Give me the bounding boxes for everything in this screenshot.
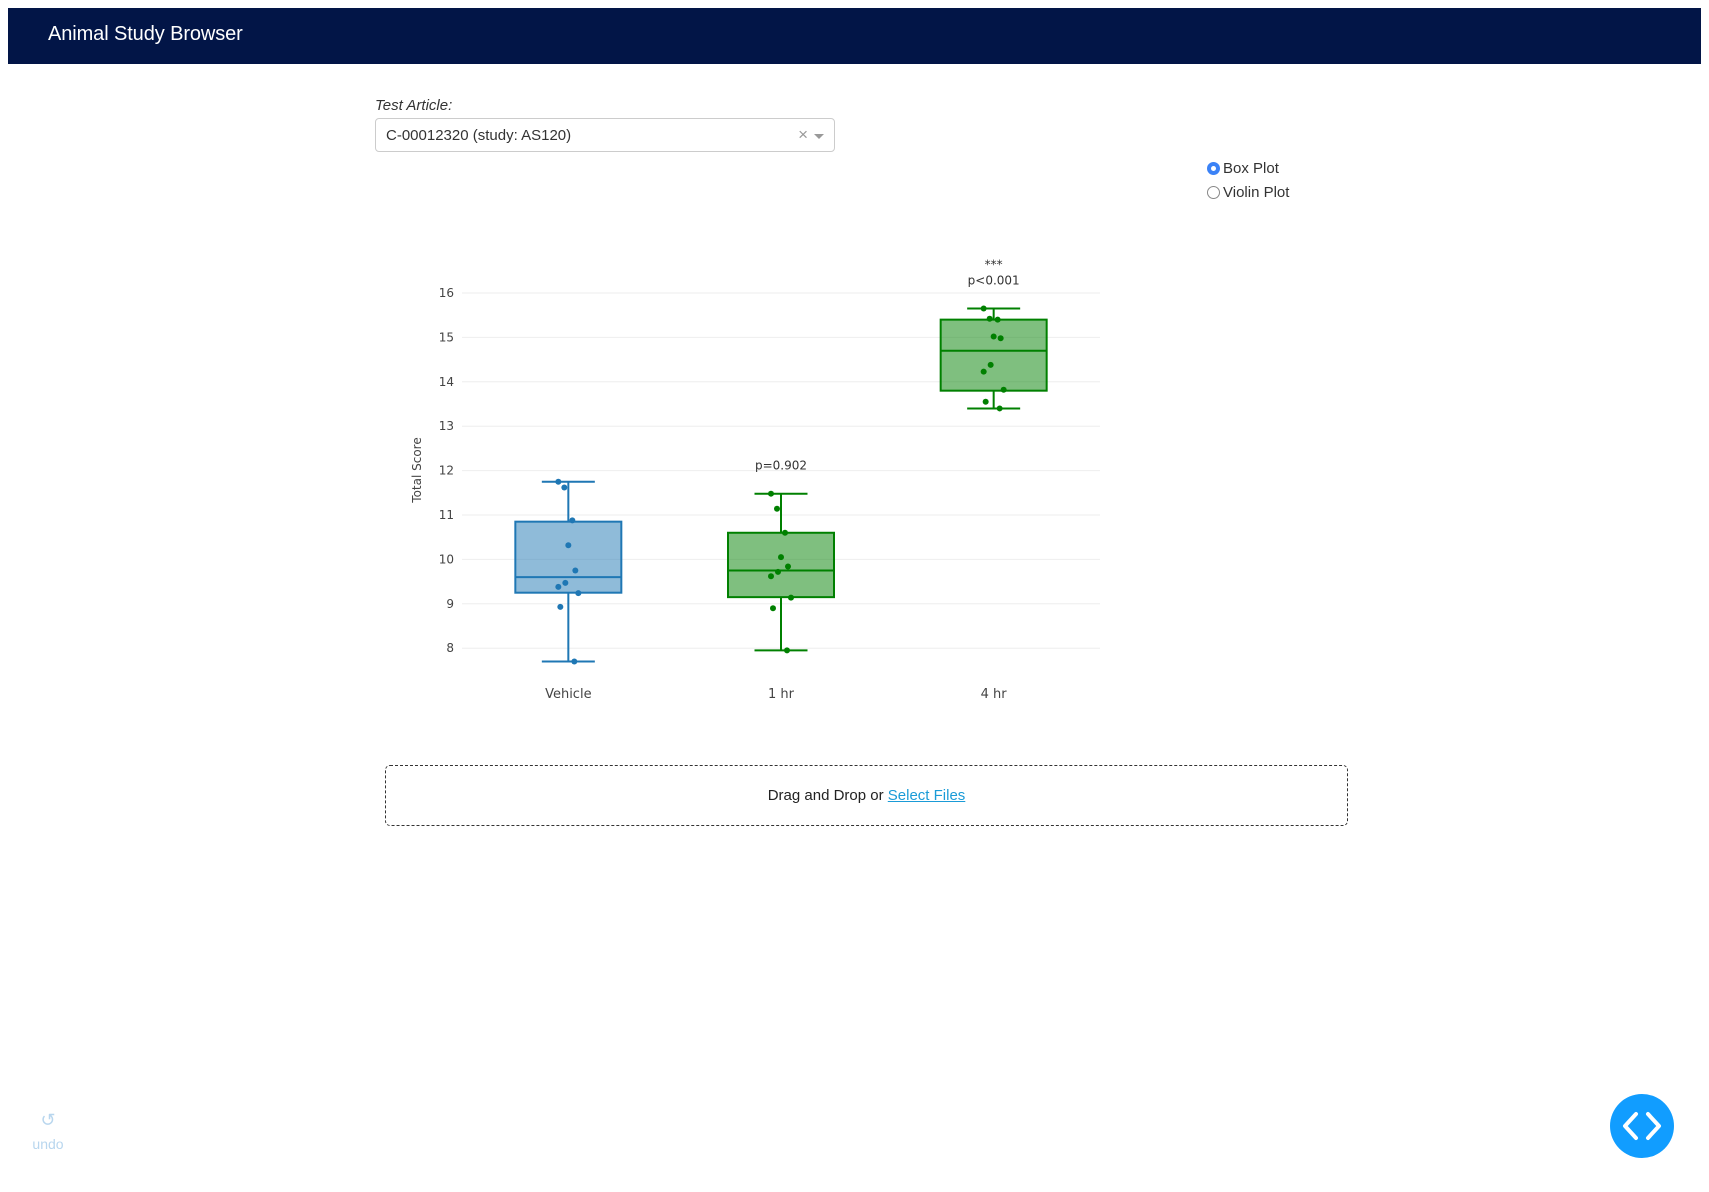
app-title: Animal Study Browser [48,23,243,45]
chevron-down-icon[interactable] [814,134,824,139]
y-tick-label: 16 [439,286,454,300]
data-point [784,647,790,654]
radio-label-box-plot: Box Plot [1223,159,1279,177]
data-point [782,529,788,536]
radio-option-violin-plot[interactable]: Violin Plot [1207,180,1289,204]
data-point [572,567,579,574]
data-point [555,583,562,590]
test-article-label: Test Article: [375,97,453,114]
data-point [980,305,987,312]
data-point [994,316,1001,323]
undo-icon: ↺ [40,1110,56,1130]
significance-annotation: p=0.902 [755,459,807,473]
data-point [986,315,993,322]
data-point [997,335,1004,342]
x-tick-label: Vehicle [545,687,592,700]
radio-button-violin-plot[interactable] [1207,185,1220,199]
y-tick-label: 13 [439,419,454,433]
y-axis-title: Total Score [410,437,424,503]
significance-annotation: *** [985,258,1003,272]
y-tick-label: 15 [439,330,454,344]
data-point [571,658,578,665]
radio-label-violin-plot: Violin Plot [1223,183,1290,201]
radio-option-box-plot[interactable]: Box Plot [1207,156,1289,180]
undo-label: undo [32,1136,64,1152]
box-iqr [514,520,623,594]
data-point [996,405,1003,412]
data-point [557,603,564,610]
box-iqr [727,531,835,599]
y-tick-label: 12 [439,464,454,478]
data-point [774,505,780,512]
plot-type-radio-group: Box Plot Violin Plot [1207,156,1289,204]
data-point [990,333,997,340]
data-point [575,590,582,597]
y-tick-label: 14 [439,375,454,389]
data-point [987,361,994,368]
data-point [565,542,572,549]
significance-annotation: p<0.001 [968,274,1020,288]
data-point [569,517,576,524]
data-point [788,594,794,601]
data-point [562,579,569,586]
data-point [778,554,784,561]
data-point [775,568,781,575]
data-point [768,490,774,497]
test-article-selected-value: C-00012320 (study: AS120) [386,127,572,144]
data-point [770,605,776,612]
debug-menu-button[interactable] [1610,1094,1674,1158]
file-upload-dropzone[interactable]: Drag and Drop or Select Files [385,765,1348,826]
radio-button-box-plot[interactable] [1207,161,1220,175]
box-plot-chart[interactable]: 8 9 10 11 12 13 14 15 16 Total Score Vehicle 1 hr 4 … [400,240,1120,700]
data-point [1000,386,1007,393]
data-point [785,563,791,570]
app-header: Animal Study Browser [8,8,1701,64]
y-tick-label: 11 [439,508,454,522]
y-tick-label: 8 [446,641,454,655]
code-brackets-icon [1623,1112,1661,1140]
test-article-dropdown[interactable]: C-00012320 (study: AS120) × [375,118,835,152]
data-point [555,478,562,485]
x-tick-label: 4 hr [981,687,1008,700]
y-tick-label: 9 [446,597,454,611]
dropzone-text: Drag and Drop or [767,787,888,804]
data-point [982,398,989,405]
data-point [561,484,568,491]
undo-button[interactable]: ↺ undo [28,1110,68,1152]
clear-icon[interactable]: × [798,125,808,144]
data-point [980,368,987,375]
data-point [768,573,774,580]
select-files-link[interactable]: Select Files [887,787,966,804]
x-tick-label: 1 hr [768,687,795,700]
y-tick-label: 10 [439,552,454,566]
box-iqr [939,318,1048,392]
